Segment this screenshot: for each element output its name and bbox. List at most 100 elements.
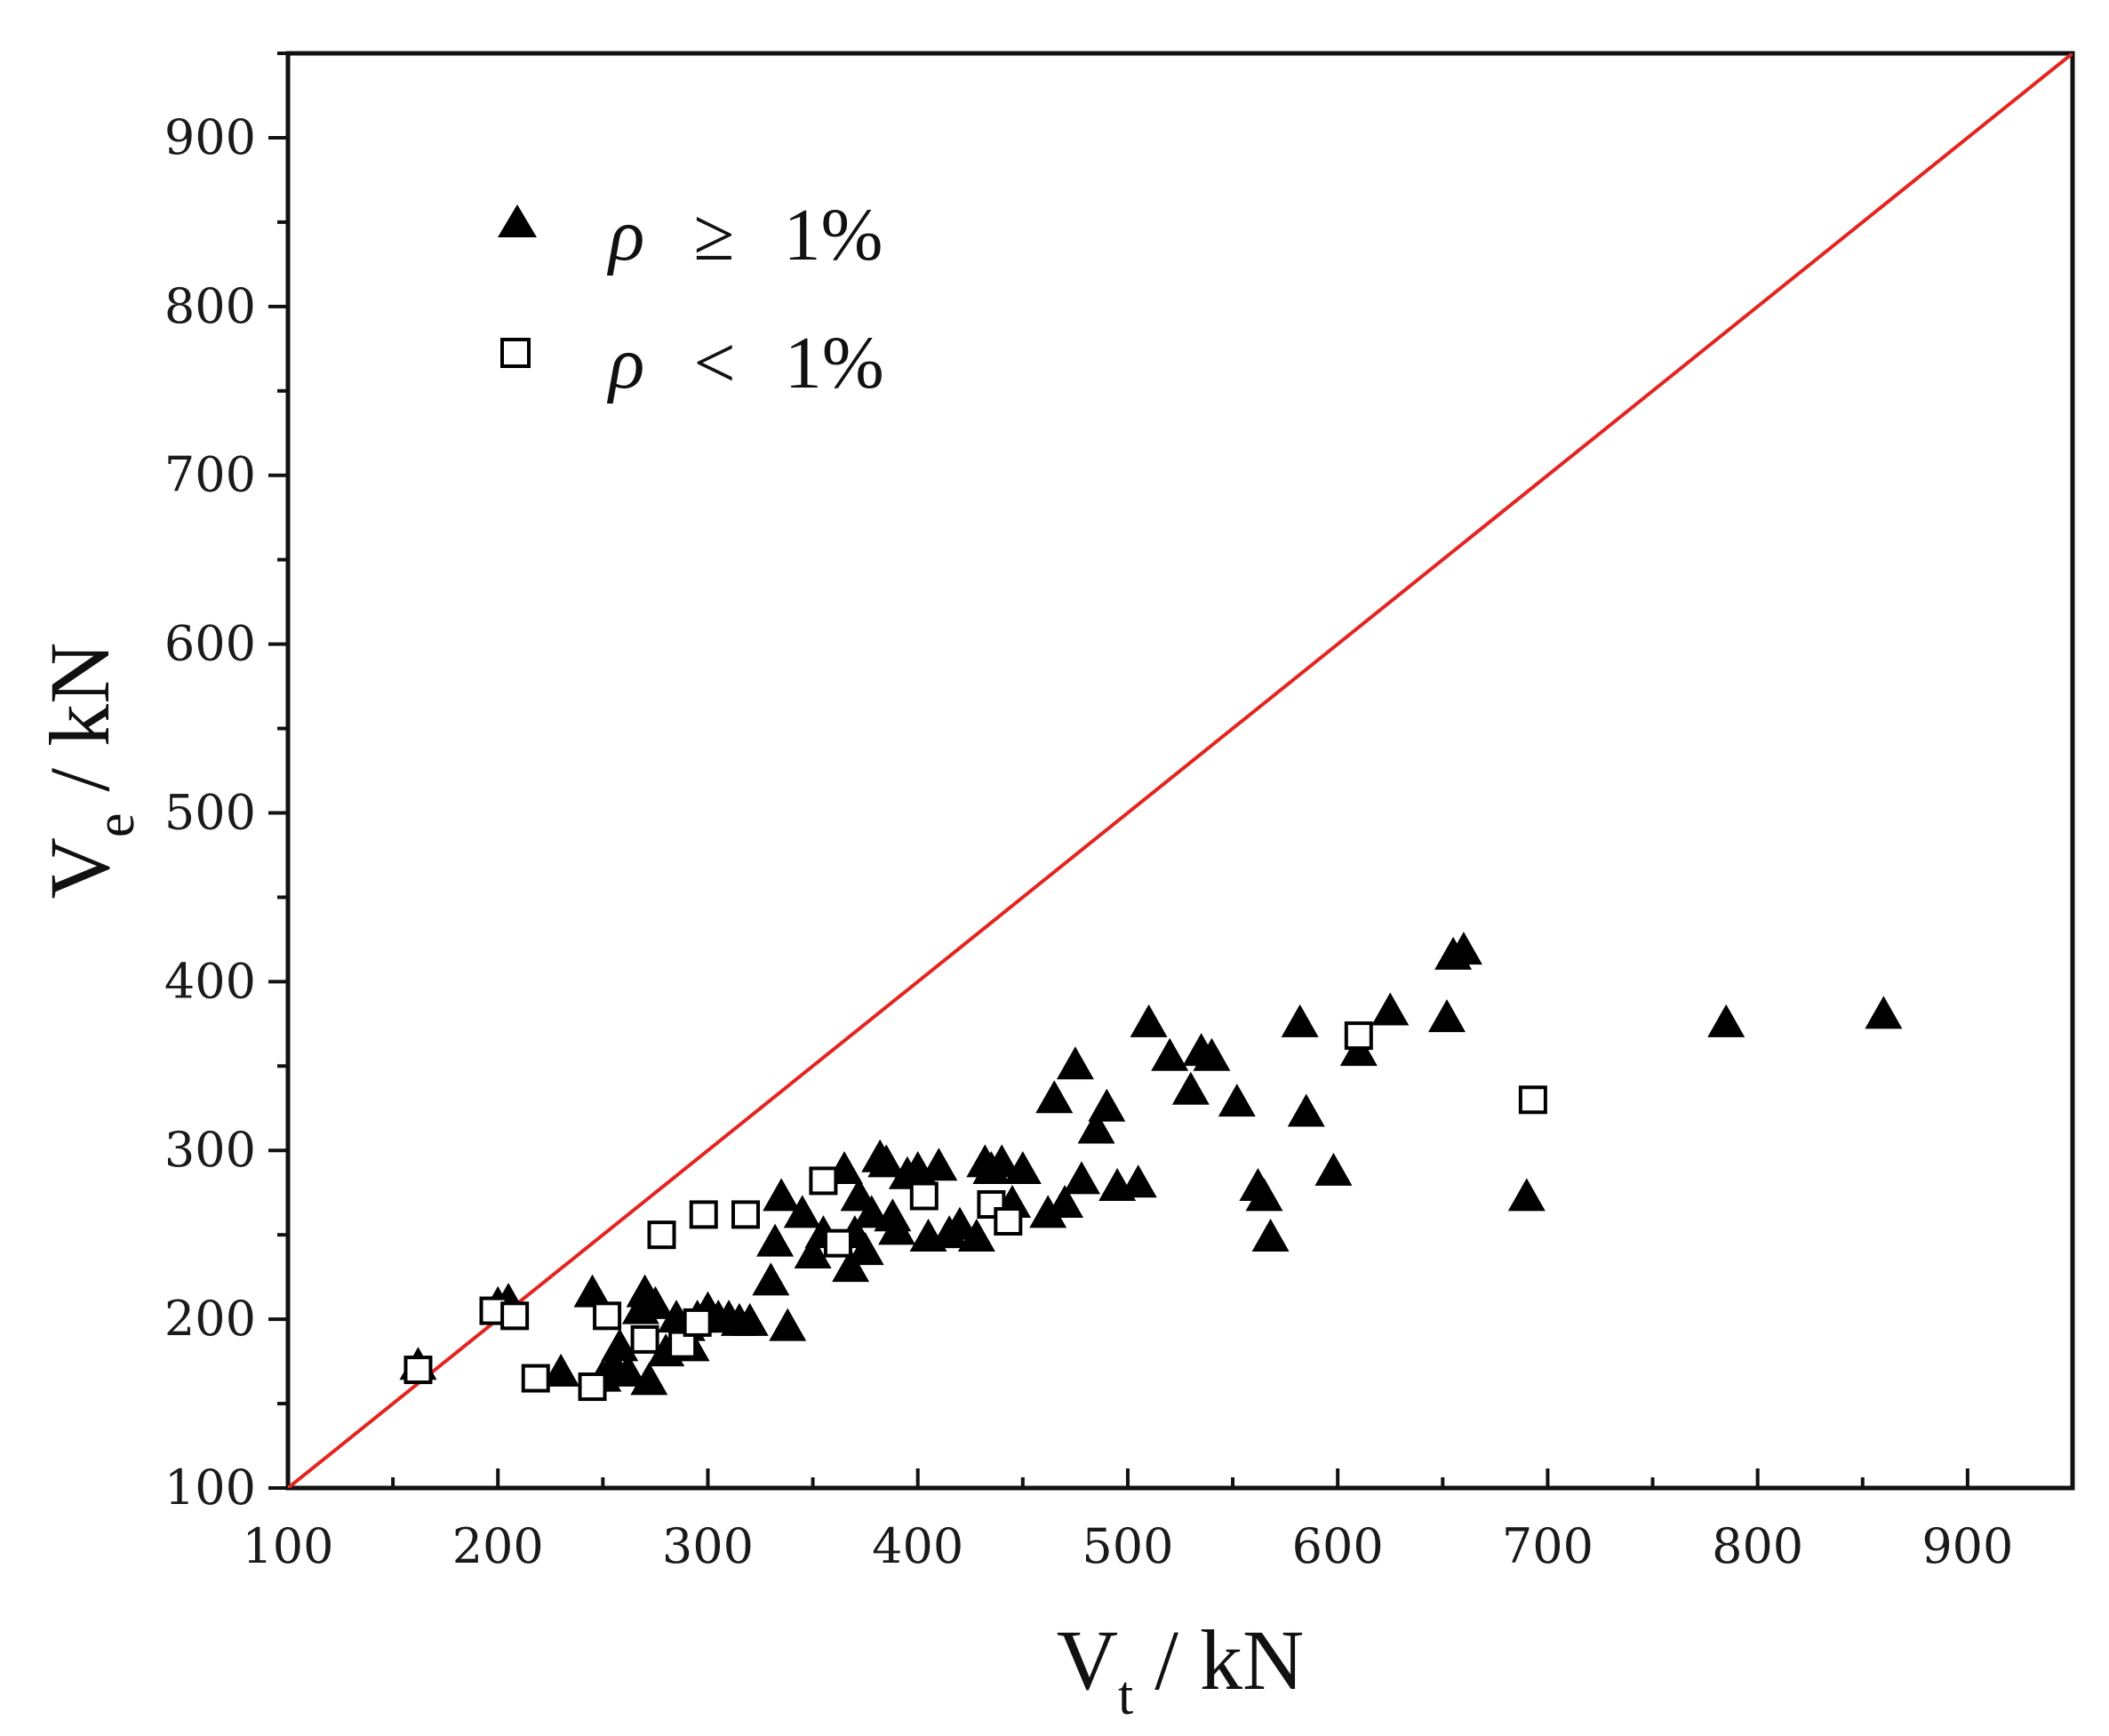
data-point-triangle bbox=[1865, 996, 1903, 1029]
x-tick-label: 700 bbox=[1502, 1518, 1594, 1574]
data-point-square bbox=[909, 1181, 939, 1211]
data-point-triangle bbox=[1151, 1037, 1189, 1071]
data-point-triangle bbox=[1130, 1004, 1168, 1037]
x-axis-title-unit: / kN bbox=[1133, 1612, 1304, 1708]
plot-frame bbox=[285, 51, 2075, 1491]
data-point-triangle bbox=[1062, 1161, 1100, 1195]
x-tick-label: 100 bbox=[242, 1518, 333, 1574]
reference-line-y-equals-x bbox=[288, 53, 2073, 1488]
data-point-triangle bbox=[1003, 1151, 1042, 1185]
x-tick-label: 200 bbox=[452, 1518, 544, 1574]
data-point-square bbox=[809, 1166, 838, 1196]
y-tick-label: 800 bbox=[164, 278, 256, 334]
data-point-triangle bbox=[867, 1144, 906, 1178]
data-point-triangle bbox=[1428, 999, 1466, 1033]
y-axis-title: Ve / kN bbox=[32, 643, 146, 900]
data-point-triangle bbox=[1314, 1152, 1353, 1186]
legend-marker-triangle bbox=[498, 204, 537, 237]
y-tick-labels: 100 200 300 400 500 600 700 800 900 bbox=[164, 109, 256, 1516]
data-point-triangle bbox=[630, 1362, 668, 1396]
data-point-triangle bbox=[1119, 1164, 1157, 1198]
x-tick-label: 600 bbox=[1292, 1518, 1384, 1574]
legend-rho-symbol: ρ bbox=[606, 322, 644, 404]
x-axis-title-sub: t bbox=[1118, 1666, 1133, 1726]
legend-operator: ≥ bbox=[693, 194, 734, 276]
y-tick-label: 700 bbox=[164, 447, 256, 503]
data-point-triangle bbox=[609, 1353, 647, 1387]
legend-marker-square bbox=[500, 338, 531, 368]
y-axis-title-unit: / kN bbox=[32, 643, 127, 813]
data-point-triangle bbox=[878, 1212, 916, 1245]
series-rho-lt-1-markers bbox=[403, 1021, 1547, 1402]
data-point-triangle bbox=[940, 1206, 979, 1240]
data-point-square bbox=[668, 1330, 698, 1359]
legend-value: 1% bbox=[783, 194, 883, 276]
data-point-triangle bbox=[1371, 992, 1410, 1026]
data-point-square bbox=[823, 1228, 852, 1258]
data-point-triangle bbox=[832, 1249, 870, 1283]
legend-rho-symbol: ρ bbox=[606, 194, 644, 276]
y-axis-title-main: V bbox=[32, 837, 127, 899]
x-tick-label: 500 bbox=[1082, 1518, 1173, 1574]
x-tick-label: 800 bbox=[1712, 1518, 1803, 1574]
data-point-triangle bbox=[731, 1302, 769, 1336]
data-point-square bbox=[630, 1324, 659, 1354]
y-tick-label: 300 bbox=[164, 1122, 256, 1178]
data-point-triangle bbox=[769, 1308, 807, 1341]
data-point-square bbox=[578, 1372, 607, 1402]
data-point-triangle bbox=[783, 1195, 821, 1228]
legend-label-rho-lt-1: ρ < 1% bbox=[606, 322, 884, 404]
data-point-square bbox=[994, 1206, 1023, 1236]
data-point-square bbox=[403, 1356, 433, 1385]
data-point-triangle bbox=[1029, 1195, 1067, 1228]
data-point-triangle bbox=[542, 1353, 580, 1387]
data-point-triangle bbox=[1707, 1004, 1746, 1037]
data-point-triangle bbox=[636, 1285, 675, 1319]
x-tick-label: 400 bbox=[872, 1518, 963, 1574]
data-point-square bbox=[521, 1364, 550, 1393]
y-tick-label: 100 bbox=[164, 1460, 256, 1516]
y-tick-label: 400 bbox=[164, 953, 256, 1009]
y-tick-label: 200 bbox=[164, 1291, 256, 1347]
legend-value: 1% bbox=[785, 322, 884, 404]
data-point-triangle bbox=[573, 1274, 611, 1308]
x-tick-label: 300 bbox=[662, 1518, 754, 1574]
data-point-triangle bbox=[601, 1328, 639, 1362]
data-point-triangle bbox=[920, 1148, 958, 1181]
x-axis-title: Vt / kN bbox=[1057, 1612, 1305, 1726]
legend-operator: < bbox=[693, 322, 735, 404]
data-point-triangle bbox=[846, 1232, 884, 1266]
y-tick-label: 900 bbox=[164, 109, 256, 165]
data-point-triangle bbox=[1088, 1088, 1126, 1122]
data-point-square bbox=[647, 1220, 676, 1250]
data-point-triangle bbox=[756, 1223, 795, 1257]
data-point-triangle bbox=[957, 1218, 995, 1252]
data-point-triangle bbox=[1056, 1046, 1094, 1080]
x-axis-title-main: V bbox=[1057, 1612, 1118, 1708]
data-point-triangle bbox=[1281, 1004, 1319, 1037]
data-point-triangle bbox=[1245, 1178, 1283, 1212]
legend-label-rho-ge-1: ρ ≥ 1% bbox=[606, 194, 883, 276]
data-point-square bbox=[689, 1200, 718, 1229]
data-point-triangle bbox=[1035, 1080, 1074, 1114]
y-tick-label: 600 bbox=[164, 616, 256, 672]
data-point-triangle bbox=[752, 1262, 790, 1296]
data-point-square bbox=[593, 1301, 622, 1331]
data-point-triangle bbox=[1171, 1071, 1210, 1105]
data-point-triangle bbox=[1218, 1084, 1256, 1117]
data-point-square bbox=[731, 1200, 760, 1229]
data-point-triangle bbox=[1444, 932, 1482, 965]
data-point-square bbox=[1518, 1085, 1547, 1115]
data-point-triangle bbox=[983, 1144, 1021, 1178]
x-tick-labels: 100 200 300 400 500 600 700 800 900 bbox=[242, 1518, 2013, 1574]
legend: ρ ≥ 1% ρ < 1% bbox=[498, 194, 884, 404]
data-point-square bbox=[683, 1308, 712, 1337]
data-point-square bbox=[1344, 1021, 1373, 1051]
data-point-square bbox=[500, 1301, 530, 1331]
data-point-triangle bbox=[1251, 1218, 1290, 1252]
data-point-triangle bbox=[1046, 1184, 1084, 1218]
y-tick-label: 500 bbox=[164, 784, 256, 840]
x-tick-label: 900 bbox=[1921, 1518, 2013, 1574]
data-point-triangle bbox=[794, 1235, 832, 1268]
